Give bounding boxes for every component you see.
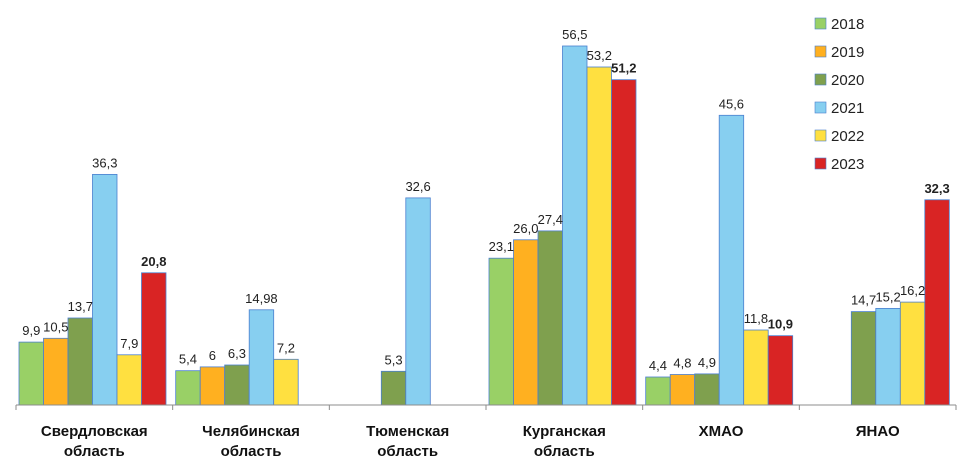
x-axis xyxy=(15,404,957,410)
category-label-4: ХМАО xyxy=(699,423,744,440)
data-label-2020-2: 5,3 xyxy=(385,352,403,367)
bar-2023-4 xyxy=(767,335,794,406)
data-label-2022-3: 53,2 xyxy=(587,48,612,63)
bar-2019-4 xyxy=(669,374,696,406)
bar-2018-3 xyxy=(488,257,514,406)
legend-swatch-2022 xyxy=(814,129,827,142)
bar-2021-1 xyxy=(248,309,275,406)
bar-2023-3 xyxy=(611,79,637,406)
data-label-2023-4: 10,9 xyxy=(768,317,793,332)
bar-2022-4 xyxy=(743,329,769,406)
bar-2023-5 xyxy=(924,199,950,406)
legend-swatch-2020 xyxy=(814,73,827,86)
data-label-2022-5: 16,2 xyxy=(900,283,925,298)
bar-2021-0 xyxy=(92,173,118,406)
data-label-2021-0: 36,3 xyxy=(92,155,117,170)
legend-swatch-2023 xyxy=(814,157,827,170)
bar-2021-5 xyxy=(875,307,901,406)
bar-2018-1 xyxy=(175,370,201,406)
data-label-2020-5: 14,7 xyxy=(851,293,876,308)
data-label-2018-4: 4,4 xyxy=(649,358,667,373)
category-labels-layer: Свердловская область Челябинская область Тюм… xyxy=(41,423,900,460)
legend-swatch-2021 xyxy=(814,101,827,114)
legend-label-2020: 2020 xyxy=(831,72,864,89)
data-label-2018-3: 23,1 xyxy=(489,239,514,254)
data-label-2021-3: 56,5 xyxy=(562,27,587,42)
category-label-5: ЯНАО xyxy=(856,423,900,440)
legend-swatch-2018 xyxy=(814,17,827,30)
bar-2022-5 xyxy=(899,301,926,406)
bar-2022-1 xyxy=(273,358,299,406)
data-label-2020-4: 4,9 xyxy=(698,355,716,370)
legend-label-2018: 2018 xyxy=(831,16,864,33)
legend-label-2022: 2022 xyxy=(831,128,864,145)
legend-label-2021: 2021 xyxy=(831,100,864,117)
data-label-2022-4: 11,8 xyxy=(744,311,768,326)
bar-2019-1 xyxy=(199,366,226,406)
bar-2021-4 xyxy=(718,114,745,406)
bar-2020-1 xyxy=(224,364,250,406)
bars-layer xyxy=(18,45,950,406)
category-label-1: Челябинская область xyxy=(202,423,300,460)
data-label-2020-3: 27,4 xyxy=(538,212,563,227)
bar-2020-4 xyxy=(694,373,720,406)
bar-2018-4 xyxy=(645,376,671,406)
legend-label-2023: 2023 xyxy=(831,156,864,173)
category-label-0: Свердловская область xyxy=(41,423,148,460)
data-label-2021-2: 32,6 xyxy=(405,179,430,194)
data-label-2018-1: 5,4 xyxy=(179,352,197,367)
bar-2021-3 xyxy=(562,45,588,406)
data-label-2022-0: 7,9 xyxy=(120,336,138,351)
data-label-2021-1: 14,98 xyxy=(245,291,278,306)
data-label-2020-1: 6,3 xyxy=(228,346,246,361)
bar-2021-2 xyxy=(405,197,431,406)
bar-2020-3 xyxy=(537,230,563,406)
bar-2020-0 xyxy=(67,317,93,406)
bar-2023-0 xyxy=(141,272,167,406)
bar-2022-3 xyxy=(586,66,612,406)
bar-2018-0 xyxy=(18,341,44,406)
data-label-2023-0: 20,8 xyxy=(141,254,166,269)
legend-swatch-2019 xyxy=(814,45,827,58)
data-label-2020-0: 13,7 xyxy=(68,299,93,314)
bar-2020-2 xyxy=(380,370,407,406)
category-label-2: Тюменская область xyxy=(366,423,449,460)
data-label-2022-1: 7,2 xyxy=(277,340,295,355)
data-labels-layer: 9,9 5,4 23,1 4,4 10,5 6 26,0 4,8 13,7 6,3 5,3 27,4 4… xyxy=(22,27,949,373)
data-label-2019-3: 26,0 xyxy=(513,221,538,236)
bar-2019-0 xyxy=(43,337,69,406)
bar-2019-3 xyxy=(513,239,539,406)
data-label-2019-4: 4,8 xyxy=(673,356,691,371)
data-label-2018-0: 9,9 xyxy=(22,323,40,338)
category-label-3: Курганская область xyxy=(523,423,606,460)
data-label-2021-4: 45,6 xyxy=(719,96,744,111)
legend: 2018 2019 2020 2021 2022 2023 xyxy=(814,16,864,173)
data-label-2023-5: 32,3 xyxy=(924,181,949,196)
data-label-2023-3: 51,2 xyxy=(611,61,636,76)
bar-2020-5 xyxy=(850,311,877,406)
legend-label-2019: 2019 xyxy=(831,44,864,61)
data-label-2019-1: 6 xyxy=(209,348,216,363)
data-label-2019-0: 10,5 xyxy=(43,319,68,334)
bar-2022-0 xyxy=(116,354,142,406)
data-label-2021-5: 15,2 xyxy=(875,289,900,304)
